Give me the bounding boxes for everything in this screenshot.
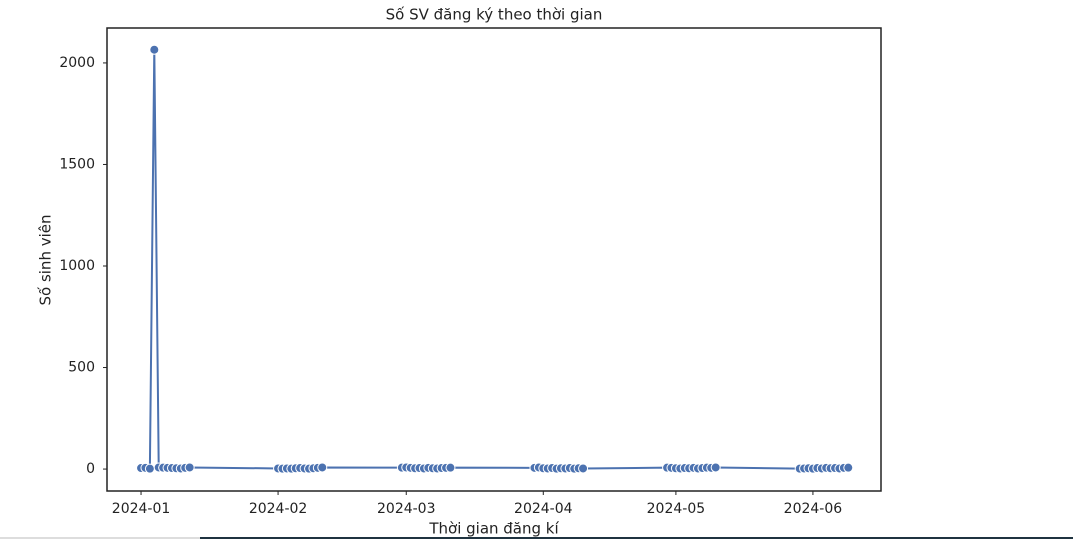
chart-title: Số SV đăng ký theo thời gian <box>386 6 603 24</box>
y-tick-label: 0 <box>86 461 95 477</box>
y-tick-label: 1500 <box>59 156 95 172</box>
point <box>149 44 160 55</box>
point <box>710 462 721 473</box>
point <box>317 462 328 473</box>
point <box>843 462 854 473</box>
plot-frame <box>106 27 882 492</box>
line <box>140 49 849 470</box>
x-tick-label: 2024-03 <box>377 501 436 517</box>
point <box>144 463 155 474</box>
y-tick-label: 2000 <box>59 55 95 71</box>
y-tick-label: 1000 <box>59 258 95 274</box>
x-tick-label: 2024-06 <box>784 501 843 517</box>
x-tick-label: 2024-02 <box>249 501 308 517</box>
y-tick-label: 500 <box>68 360 95 376</box>
x-tick-label: 2024-05 <box>647 501 706 517</box>
x-tick-label: 2024-04 <box>514 501 573 517</box>
point <box>578 463 589 474</box>
point <box>184 462 195 473</box>
x-tick-label: 2024-01 <box>112 501 171 517</box>
x-axis-label: Thời gian đăng kí <box>428 520 559 538</box>
point <box>445 462 456 473</box>
y-axis-label: Số sinh viên <box>37 214 55 305</box>
